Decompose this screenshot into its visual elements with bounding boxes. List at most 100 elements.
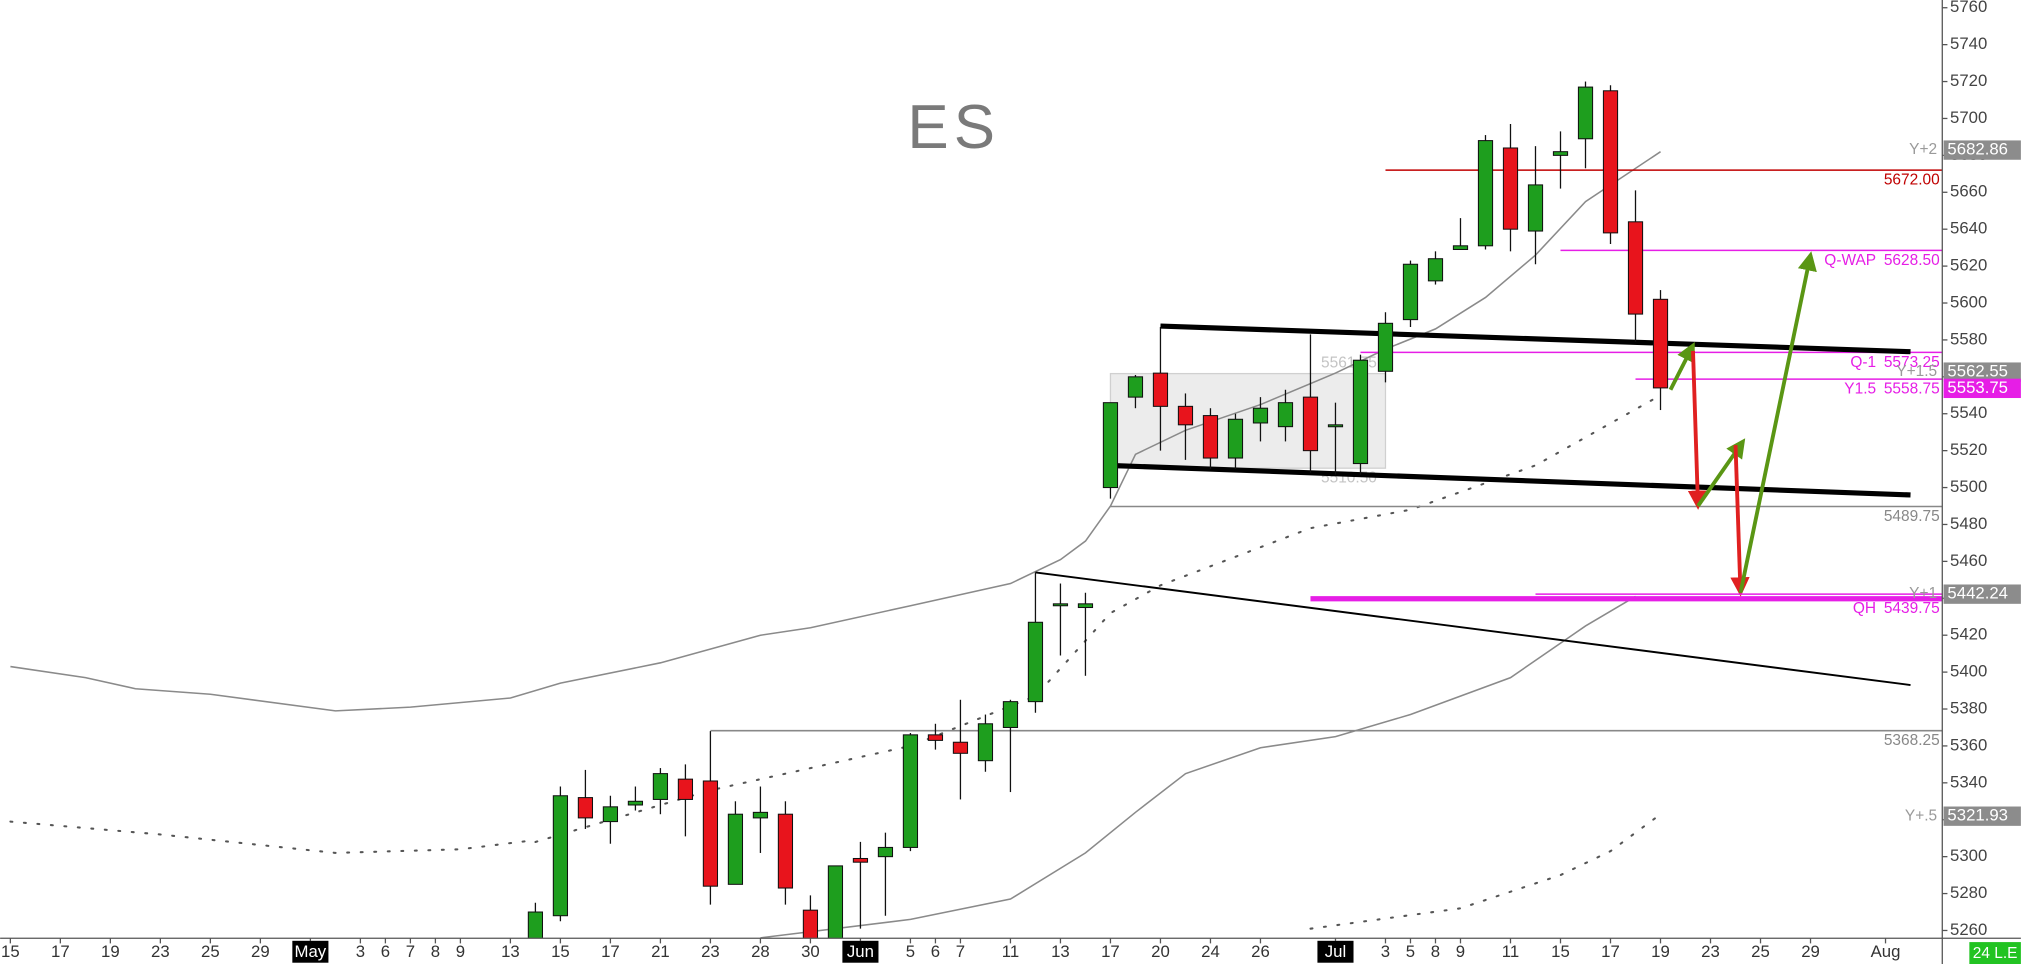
candle-body — [1252, 407, 1269, 424]
candle-body — [1652, 298, 1669, 389]
y-tick-label: 5720 — [1950, 71, 1987, 90]
marker-box — [1943, 584, 2021, 604]
x-tick-label: 15 — [1551, 942, 1570, 961]
marker-label: 5442.24 — [1947, 584, 2008, 603]
x-tick-label: 8 — [1431, 942, 1440, 961]
candle-body — [1577, 86, 1594, 140]
candle-body — [1477, 140, 1494, 247]
candle-body — [652, 773, 669, 800]
trendline — [1110, 462, 1911, 498]
x-tick-label: Jul — [1325, 942, 1346, 961]
projection-arrow — [1668, 342, 1695, 391]
candle-body — [752, 811, 769, 819]
marker-box — [1943, 806, 2021, 826]
y-tick-label: 5460 — [1950, 551, 1987, 570]
y-tick-label: 5300 — [1950, 846, 1987, 865]
candle-body — [902, 734, 919, 848]
projection-arrow — [1687, 350, 1708, 510]
candle-body — [702, 780, 719, 887]
candle-body — [577, 797, 594, 819]
level-label: 5573.25 — [1884, 354, 1940, 371]
candle-body — [527, 911, 544, 939]
y-tick-label: 5520 — [1950, 440, 1987, 459]
x-tick-highlight — [1317, 940, 1354, 963]
x-tick-label: 5 — [906, 942, 915, 961]
level-label: 5368.25 — [1884, 732, 1940, 749]
range-box — [1109, 372, 1387, 469]
candle-body — [1377, 322, 1394, 372]
x-tick-label: 11 — [1502, 942, 1519, 961]
x-tick-label: 11 — [1002, 942, 1019, 961]
projection-arrow — [1730, 445, 1750, 597]
candle-body — [1402, 263, 1419, 321]
candle-body — [552, 795, 569, 917]
marker-name: Y+1 — [1909, 585, 1937, 602]
candle-body — [802, 909, 819, 939]
x-tick-label: 9 — [456, 942, 465, 961]
level-label: 5489.75 — [1884, 508, 1940, 525]
x-tick-label: 3 — [356, 942, 365, 961]
candle-body — [1152, 372, 1169, 407]
candle-body — [1277, 402, 1294, 428]
indicator-line — [760, 595, 1636, 939]
x-tick-label: 7 — [956, 942, 965, 961]
candle-body — [1427, 258, 1444, 282]
candle-body — [1202, 415, 1219, 459]
marker-name: Y+1.5 — [1896, 363, 1937, 380]
indicator-line — [534, 394, 1662, 843]
marker-label: 5562.55 — [1947, 362, 2008, 381]
x-tick-label: 17 — [1101, 942, 1120, 961]
x-tick-label: 29 — [251, 942, 270, 961]
marker-label: 5682.86 — [1947, 140, 2008, 159]
x-tick-label: 15 — [1, 942, 20, 961]
x-tick-label: 26 — [1251, 942, 1270, 961]
candle-body — [777, 813, 794, 889]
x-tick-label: 25 — [1751, 942, 1770, 961]
trendline — [1035, 571, 1911, 686]
level-label: 5439.75 — [1884, 600, 1940, 617]
x-tick-label: Jun — [847, 942, 874, 961]
candle-body — [1177, 405, 1194, 426]
candle-body — [1452, 245, 1469, 251]
level-label: 5628.50 — [1884, 252, 1940, 269]
candle-body — [1527, 184, 1544, 232]
y-tick-label: 5740 — [1950, 34, 1987, 53]
x-tick-label: 23 — [1701, 942, 1720, 961]
x-tick-label: 21 — [651, 942, 670, 961]
candle-body — [952, 741, 969, 754]
indicator-line — [9, 820, 537, 854]
x-tick-label: May — [295, 942, 327, 961]
candle-body — [602, 806, 619, 823]
candle-body — [1627, 221, 1644, 315]
y-tick-label: 5500 — [1950, 477, 1987, 496]
x-tick-label: 24 — [1201, 942, 1220, 961]
candle-body — [1352, 359, 1369, 465]
marker-box — [1943, 140, 2021, 160]
candle-body — [1602, 90, 1619, 234]
x-tick-label: 23 — [701, 942, 720, 961]
candle-body — [877, 846, 894, 858]
x-tick-highlight — [842, 940, 879, 963]
candle-body — [1327, 424, 1344, 428]
corner-box — [1969, 942, 2021, 964]
y-tick-label: 5480 — [1950, 514, 1987, 533]
y-tick-label: 5760 — [1950, 0, 1987, 16]
y-tick-label: 5540 — [1950, 403, 1987, 422]
y-tick-label: 5400 — [1950, 662, 1987, 681]
candle-body — [1227, 418, 1244, 459]
candle-body — [1077, 603, 1094, 609]
x-tick-label: 23 — [151, 942, 170, 961]
candle-body — [927, 734, 944, 741]
candle-body — [1552, 151, 1569, 156]
candle-body — [627, 800, 644, 806]
marker-name: Y+.5 — [1905, 807, 1937, 824]
x-tick-label: 6 — [931, 942, 940, 961]
x-tick-label: 29 — [1801, 942, 1820, 961]
x-tick-label: 30 — [801, 942, 820, 961]
x-tick-label: 20 — [1151, 942, 1170, 961]
